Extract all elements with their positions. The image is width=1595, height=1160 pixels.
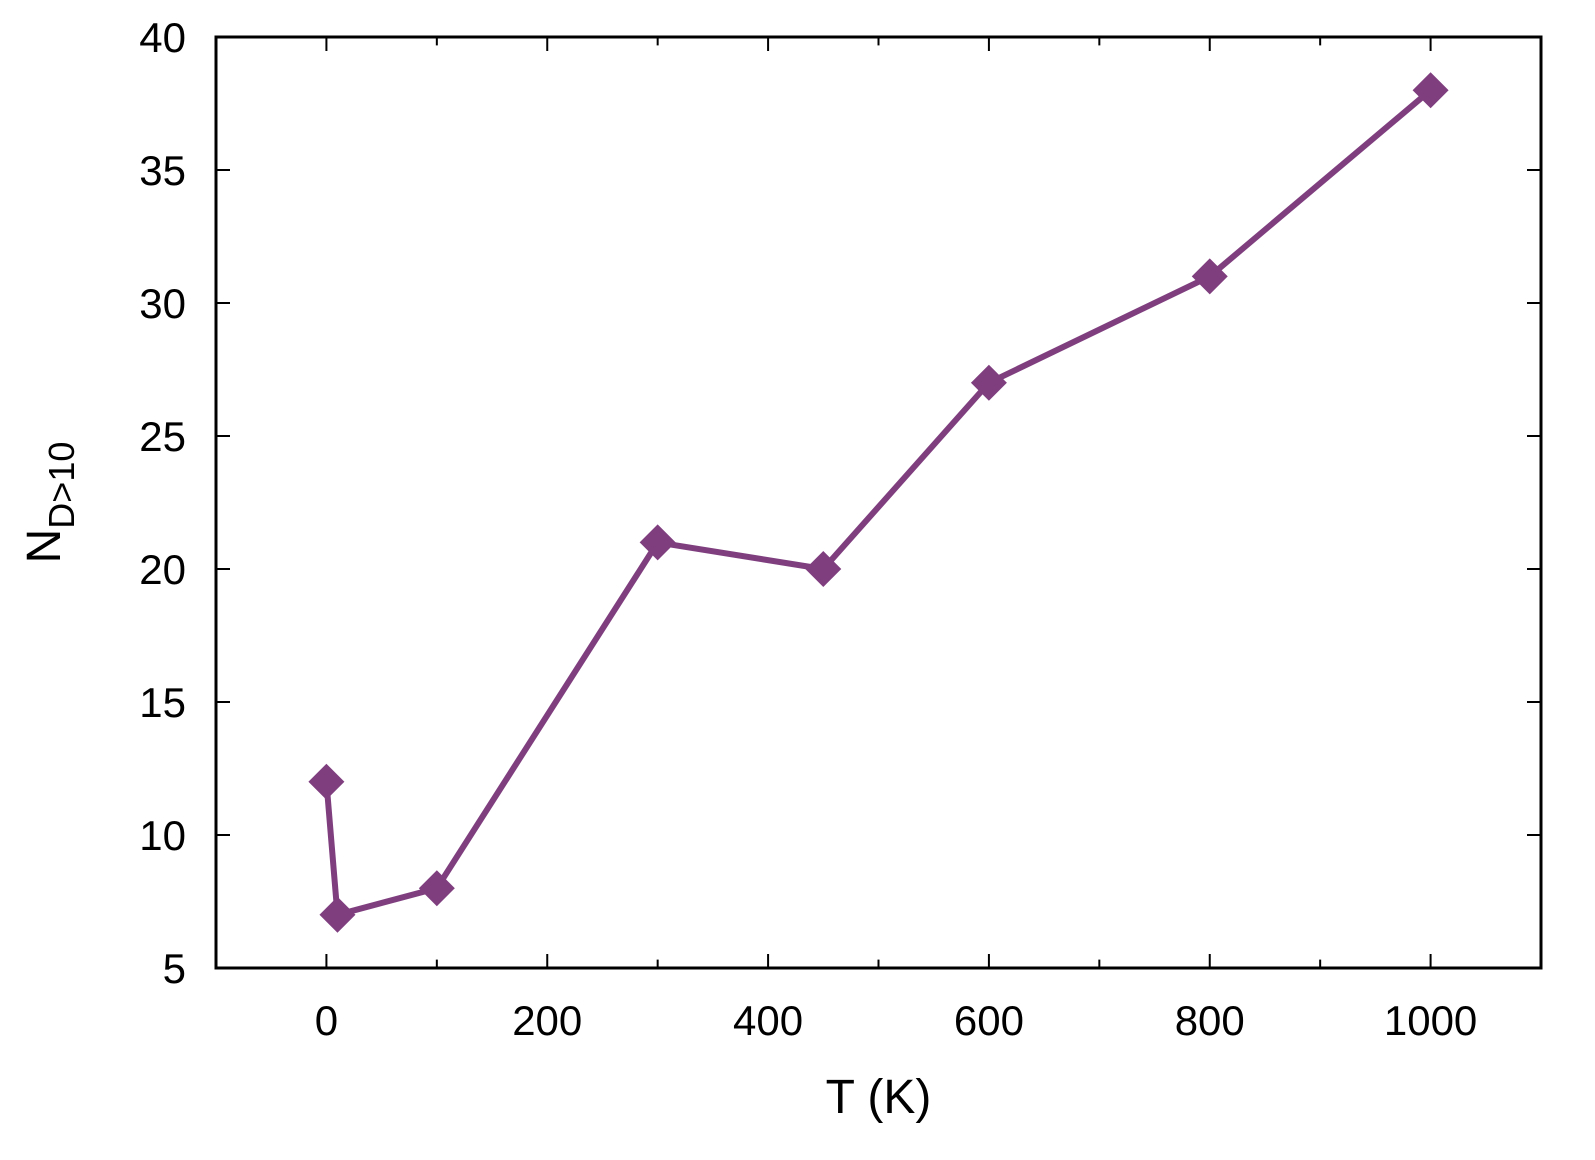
x-tick-label: 800 xyxy=(1175,997,1245,1044)
y-tick-label: 5 xyxy=(163,945,186,992)
x-tick-label: 400 xyxy=(733,997,803,1044)
x-tick-labels: 0 200 400 600 800 1000 xyxy=(315,997,1478,1044)
series-group xyxy=(308,72,1449,933)
x-axis-title: T (K) xyxy=(826,1071,932,1124)
x-tick-label: 0 xyxy=(315,997,338,1044)
data-point-marker xyxy=(418,870,455,907)
y-tick-label: 35 xyxy=(139,147,186,194)
data-point-marker xyxy=(970,364,1007,401)
data-point-marker xyxy=(1412,72,1449,109)
plot-frame xyxy=(214,35,1543,970)
y-tick-label: 25 xyxy=(139,413,186,460)
data-point-marker xyxy=(1191,258,1228,295)
x-tick-label: 200 xyxy=(512,997,582,1044)
y-tick-label: 10 xyxy=(139,812,186,859)
y-tick-label: 30 xyxy=(139,280,186,327)
data-point-marker xyxy=(319,896,356,933)
y-axis-title-subscript: D>10 xyxy=(41,442,82,529)
x-tick-label: 600 xyxy=(954,997,1024,1044)
x-tick-label: 1000 xyxy=(1384,997,1477,1044)
y-axis-title: ND>10 xyxy=(18,442,82,564)
data-point-marker xyxy=(308,763,345,800)
y-tick-labels: 5 10 15 20 25 30 35 40 xyxy=(139,14,186,992)
series-line xyxy=(323,87,1433,918)
data-point-marker xyxy=(639,524,676,561)
y-axis-title-main: N xyxy=(18,529,71,564)
y-tick-label: 15 xyxy=(139,679,186,726)
y-tick-label: 20 xyxy=(139,546,186,593)
y-tick-label: 40 xyxy=(139,14,186,61)
data-point-marker xyxy=(805,551,842,587)
